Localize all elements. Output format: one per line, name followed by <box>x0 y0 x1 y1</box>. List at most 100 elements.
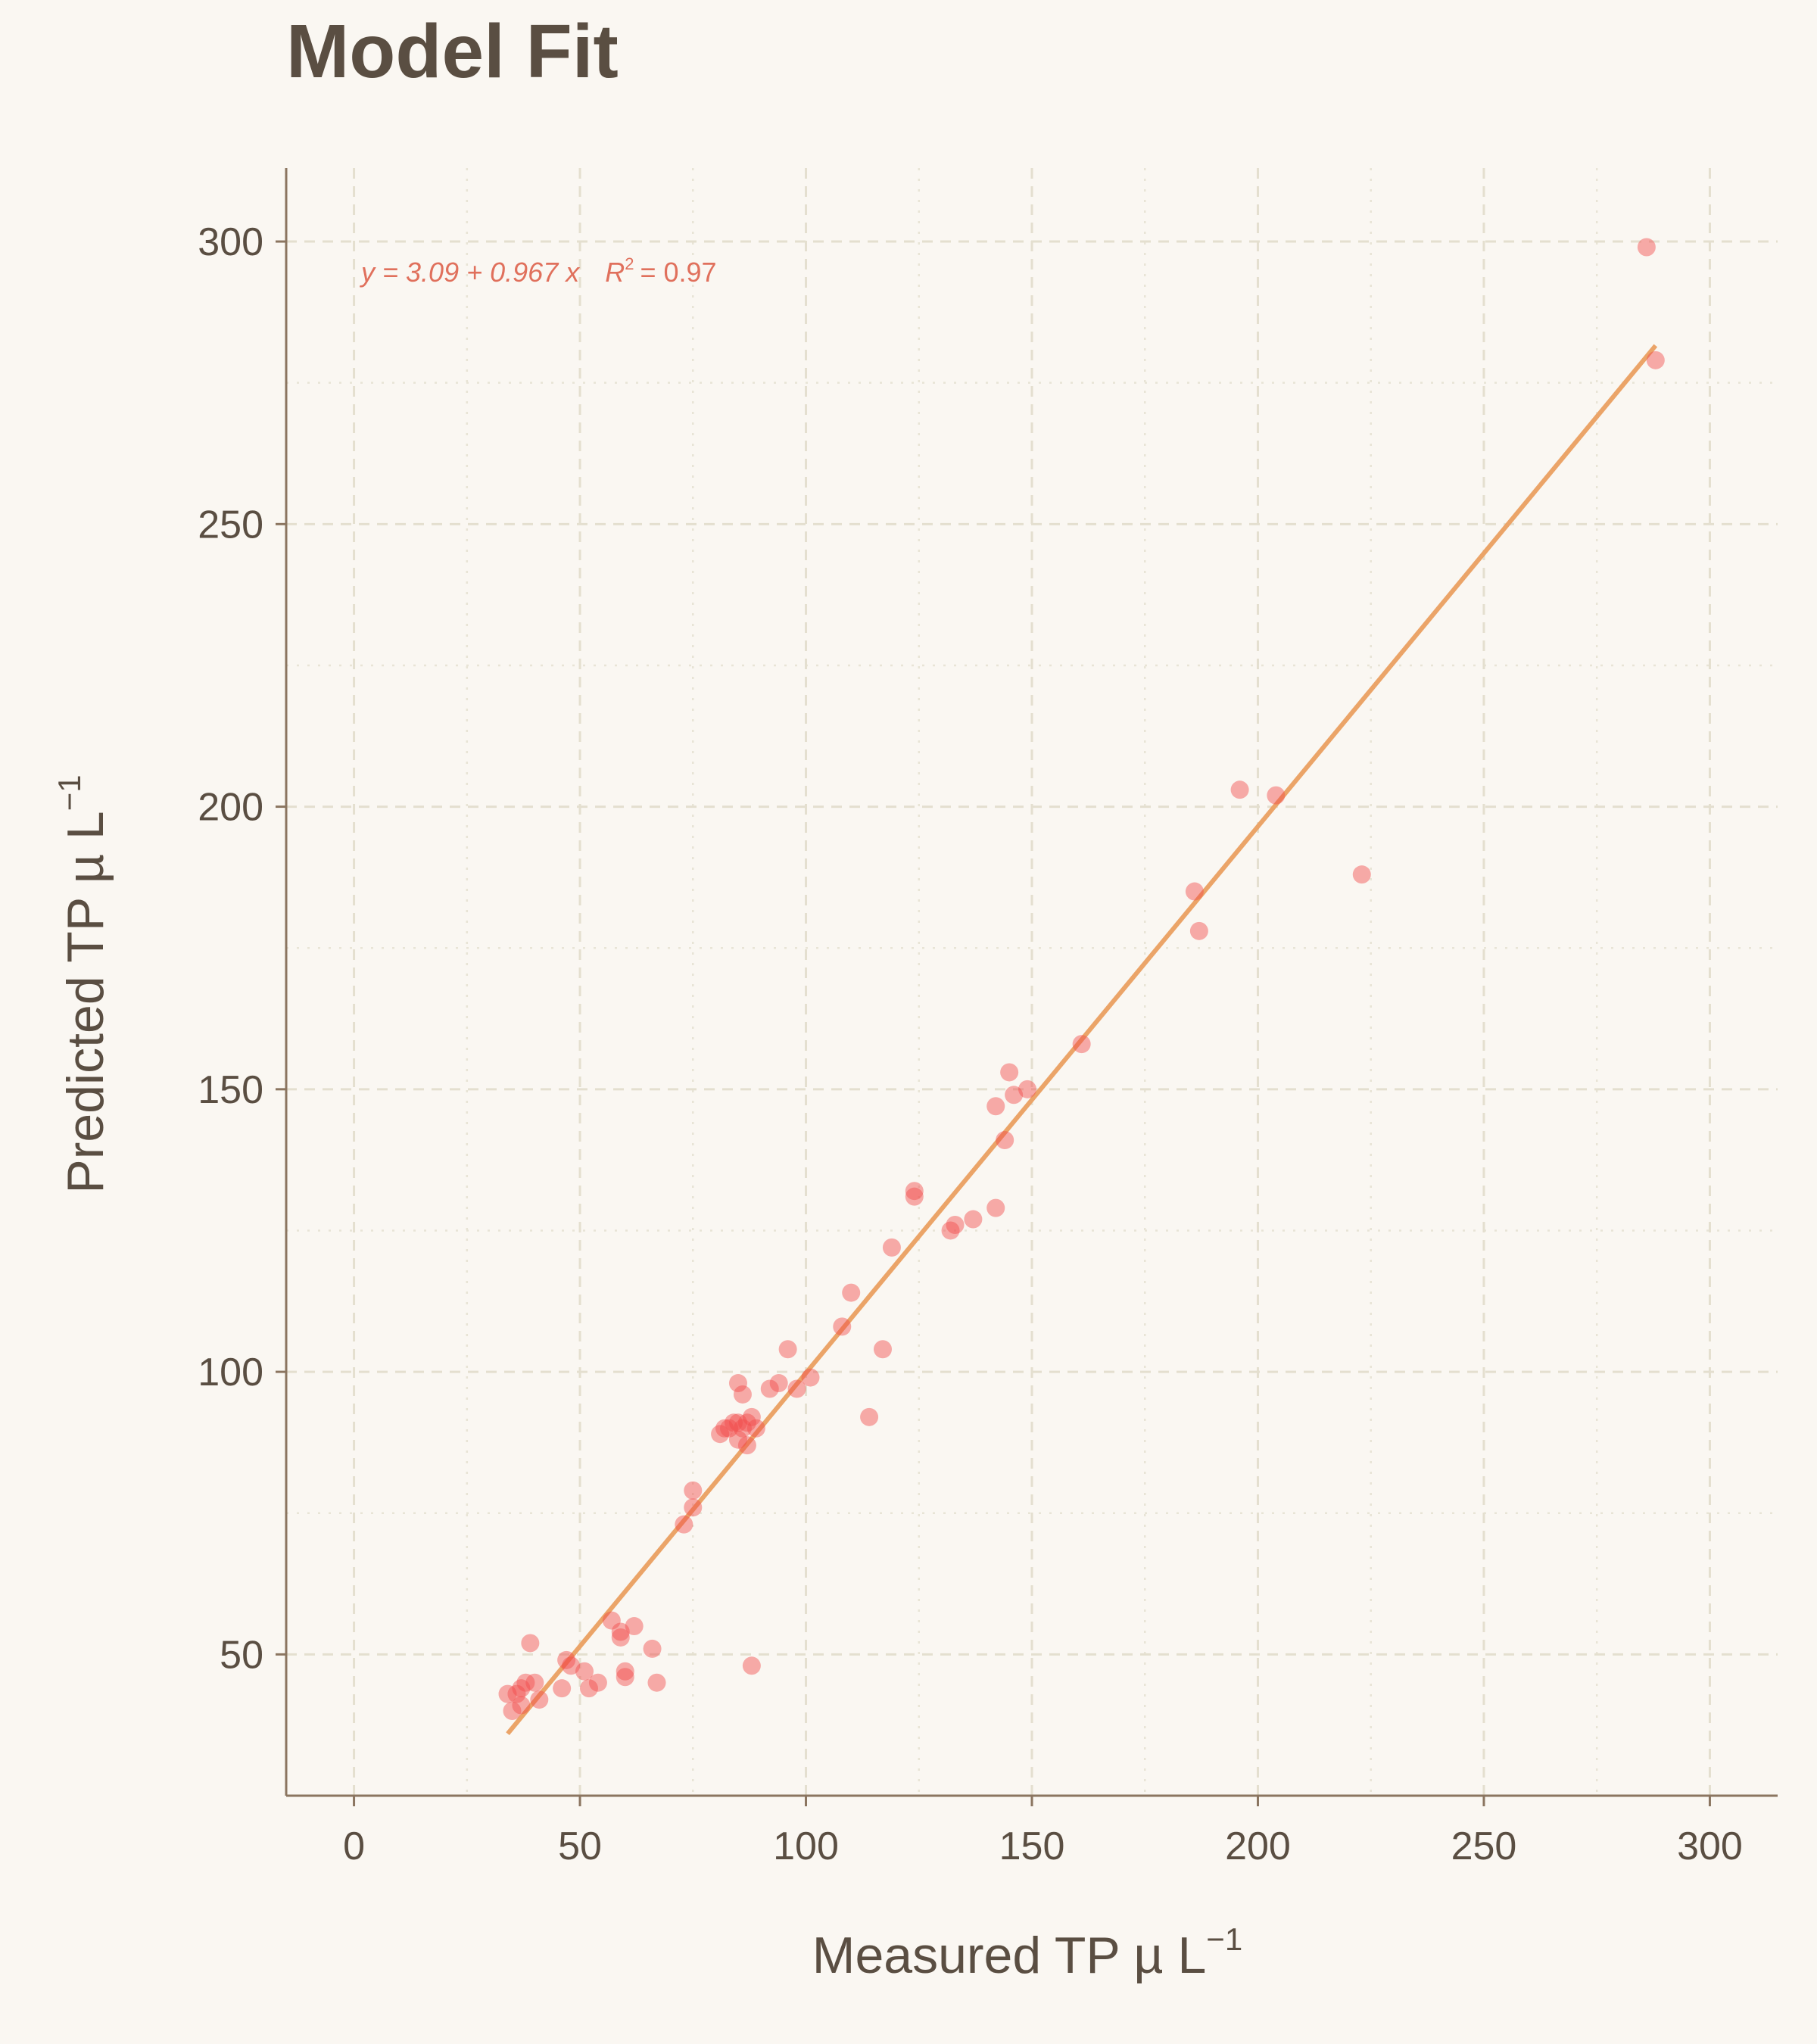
data-point <box>964 1210 983 1229</box>
data-point <box>737 1413 756 1432</box>
data-point <box>525 1673 544 1692</box>
data-point <box>728 1413 747 1432</box>
data-point <box>742 1656 761 1675</box>
data-point <box>684 1498 703 1517</box>
data-point <box>941 1221 960 1240</box>
data-point <box>643 1639 662 1658</box>
x-tick-label: 150 <box>999 1824 1065 1868</box>
y-tick-label: 50 <box>220 1633 263 1677</box>
r2-sup: 2 <box>625 254 634 273</box>
x-axis-label-main: Measured TP µ L <box>812 1927 1207 1984</box>
data-point <box>711 1425 730 1444</box>
data-point <box>1072 1035 1091 1054</box>
data-point <box>986 1198 1005 1217</box>
data-point <box>562 1656 581 1675</box>
data-point <box>1000 1063 1019 1082</box>
data-point <box>905 1182 924 1201</box>
data-point <box>737 1436 756 1455</box>
data-point <box>1637 238 1656 257</box>
data-point <box>842 1283 861 1302</box>
data-point <box>733 1385 752 1404</box>
x-tick-label: 250 <box>1451 1824 1517 1868</box>
x-tick-label: 0 <box>343 1824 365 1868</box>
x-tick-label: 200 <box>1225 1824 1291 1868</box>
data-point <box>675 1515 693 1534</box>
data-point <box>625 1617 644 1636</box>
r2-label: R <box>605 257 625 288</box>
data-point <box>684 1481 703 1500</box>
data-point <box>1230 781 1249 799</box>
data-point <box>801 1368 820 1387</box>
grid <box>286 168 1778 1797</box>
fit-annotation: y = 3.09 + 0.967 x R2 = 0.97 <box>359 254 717 288</box>
x-axis-label: Measured TP µ L−1 <box>812 1921 1242 1984</box>
data-point <box>611 1622 630 1641</box>
regression-line <box>506 344 1658 1736</box>
data-point <box>778 1340 797 1359</box>
fit-equation: y = 3.09 + 0.967 x <box>359 257 581 288</box>
data-point <box>1267 786 1286 805</box>
data-point <box>1018 1080 1037 1098</box>
data-point <box>553 1679 572 1698</box>
data-point <box>516 1673 535 1692</box>
data-point <box>616 1668 634 1687</box>
data-point <box>725 1413 743 1432</box>
data-point <box>728 1374 747 1393</box>
y-axis-label-main: Predicted TP µ L <box>57 811 114 1193</box>
data-point <box>557 1650 576 1669</box>
data-point <box>742 1407 761 1426</box>
y-tick-label: 150 <box>198 1068 263 1112</box>
y-tick-label: 100 <box>198 1351 263 1394</box>
data-point <box>611 1628 630 1647</box>
data-point <box>986 1097 1005 1116</box>
data-point <box>746 1419 765 1438</box>
data-point <box>996 1131 1014 1150</box>
data-point <box>503 1702 522 1721</box>
data-point <box>616 1662 634 1681</box>
data-point <box>521 1634 540 1653</box>
axes: 0 50 100 150 200 250 300 50 100 150 200 250 300 <box>198 168 1778 1868</box>
data-point <box>715 1419 734 1438</box>
data-point <box>1005 1086 1024 1105</box>
data-point <box>1189 921 1208 940</box>
data-point <box>905 1187 924 1206</box>
r2-value: = 0.97 <box>640 257 716 288</box>
data-point <box>760 1379 779 1398</box>
data-point <box>728 1430 747 1449</box>
fit-line-layer <box>506 344 1658 1736</box>
y-tick-label: 300 <box>198 220 263 264</box>
data-point <box>787 1379 806 1398</box>
data-point <box>588 1673 607 1692</box>
data-point <box>733 1419 752 1438</box>
points-layer <box>498 238 1665 1721</box>
x-tick-label: 50 <box>558 1824 602 1868</box>
x-tick-label: 100 <box>773 1824 839 1868</box>
y-axis-label-sup: −1 <box>51 774 87 811</box>
data-point <box>1646 351 1665 369</box>
data-point <box>1185 882 1204 901</box>
data-point <box>602 1611 621 1630</box>
y-tick-label: 200 <box>198 786 263 830</box>
x-tick-label: 300 <box>1677 1824 1743 1868</box>
data-point <box>946 1216 965 1235</box>
data-point <box>575 1662 594 1681</box>
data-point <box>579 1679 598 1698</box>
data-point <box>882 1238 901 1257</box>
data-point <box>720 1419 739 1438</box>
y-axis-label: Predicted TP µ L−1 <box>51 774 114 1193</box>
data-point <box>647 1673 666 1692</box>
data-point <box>769 1374 788 1393</box>
data-point <box>833 1317 852 1336</box>
data-point <box>512 1679 531 1698</box>
chart-title: Model Fit <box>286 9 619 94</box>
data-point <box>507 1684 526 1703</box>
data-point <box>530 1690 549 1709</box>
data-point <box>1352 865 1371 884</box>
data-point <box>874 1340 892 1359</box>
data-point <box>512 1696 531 1715</box>
data-point <box>860 1407 879 1426</box>
x-axis-label-sup: −1 <box>1206 1921 1242 1957</box>
y-tick-label: 250 <box>198 503 263 547</box>
